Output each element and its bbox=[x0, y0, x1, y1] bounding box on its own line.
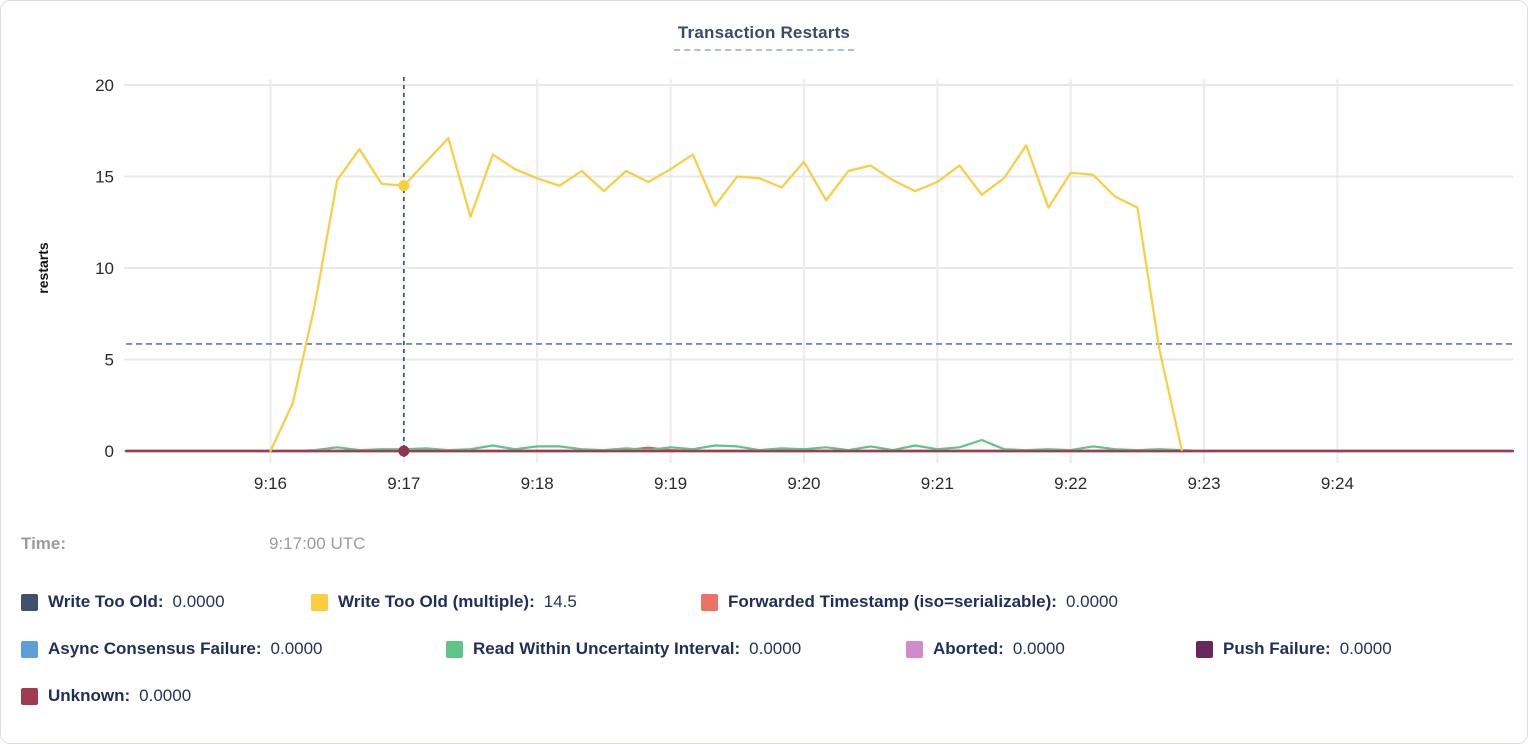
legend-item: Unknown: 0.0000 bbox=[21, 686, 191, 706]
svg-text:9:21: 9:21 bbox=[921, 474, 954, 493]
legend-series-value: 0.0000 bbox=[1339, 639, 1392, 658]
legend-item: Push Failure: 0.0000 bbox=[1196, 639, 1392, 659]
y-tick-labels: 0 5 10 15 20 bbox=[95, 76, 114, 461]
horizontal-gridlines bbox=[124, 84, 1513, 452]
legend-series-label: Read Within Uncertainty Interval: bbox=[473, 639, 741, 658]
time-value: 9:17:00 UTC bbox=[269, 534, 366, 553]
legend-swatch-icon bbox=[21, 593, 38, 611]
svg-text:9:19: 9:19 bbox=[654, 474, 687, 493]
legend-series-label: Aborted: bbox=[933, 639, 1004, 658]
legend-item: Write Too Old: 0.0000 bbox=[21, 592, 273, 612]
time-label: Time: bbox=[21, 534, 67, 553]
highlight-dots bbox=[398, 180, 410, 457]
chart-title[interactable]: Transaction Restarts bbox=[673, 23, 855, 51]
legend-series-label: Push Failure: bbox=[1223, 639, 1331, 658]
legend-series-value: 14.5 bbox=[543, 592, 577, 611]
legend-series-value: 0.0000 bbox=[270, 639, 323, 658]
legend-item: Aborted: 0.0000 bbox=[906, 639, 1158, 659]
legend-series-label: Unknown: bbox=[48, 686, 131, 705]
svg-text:15: 15 bbox=[95, 168, 114, 187]
highlight-dot bbox=[398, 180, 410, 192]
legend-series-label: Async Consensus Failure: bbox=[48, 639, 262, 658]
svg-text:5: 5 bbox=[105, 351, 114, 370]
legend-item: Async Consensus Failure: 0.0000 bbox=[21, 639, 408, 659]
legend-swatch-icon bbox=[701, 593, 718, 611]
chart-legend: Write Too Old: 0.0000 Write Too Old (multi… bbox=[21, 590, 1515, 731]
vertical-gridlines bbox=[269, 79, 1339, 463]
legend-row: Async Consensus Failure: 0.0000 Read Withi… bbox=[21, 637, 1515, 661]
series-line bbox=[269, 137, 1183, 453]
legend-series-label: Write Too Old: bbox=[48, 592, 164, 611]
legend-swatch-icon bbox=[446, 640, 463, 658]
legend-series-label: Forwarded Timestamp (iso=serializable): bbox=[728, 592, 1057, 611]
y-axis-label: restarts bbox=[35, 242, 51, 294]
series-line bbox=[124, 438, 1515, 453]
svg-text:9:20: 9:20 bbox=[787, 474, 820, 493]
svg-text:9:23: 9:23 bbox=[1187, 474, 1220, 493]
legend-row: Write Too Old: 0.0000 Write Too Old (multi… bbox=[21, 590, 1515, 614]
legend-series-value: 0.0000 bbox=[139, 686, 192, 705]
series-lines bbox=[124, 137, 1515, 453]
legend-series-value: 0.0000 bbox=[1065, 592, 1118, 611]
svg-text:9:22: 9:22 bbox=[1054, 474, 1087, 493]
legend-swatch-icon bbox=[21, 640, 38, 658]
legend-series-label: Write Too Old (multiple): bbox=[338, 592, 535, 611]
legend-swatch-icon bbox=[21, 687, 38, 705]
legend-series-value: 0.0000 bbox=[749, 639, 802, 658]
svg-text:9:16: 9:16 bbox=[254, 474, 287, 493]
legend-row: Unknown: 0.0000 bbox=[21, 684, 1515, 708]
legend-swatch-icon bbox=[311, 593, 328, 611]
chart-title-wrap: Transaction Restarts bbox=[1, 23, 1527, 51]
svg-text:9:24: 9:24 bbox=[1321, 474, 1354, 493]
transaction-restarts-chart[interactable]: 0 5 10 15 20 9:16 9:17 9:18 9:19 9:20 9:21 9:22 9:2… bbox=[1, 1, 1528, 529]
svg-text:9:18: 9:18 bbox=[521, 474, 554, 493]
legend-item: Write Too Old (multiple): 14.5 bbox=[311, 592, 663, 612]
x-tick-labels: 9:16 9:17 9:18 9:19 9:20 9:21 9:22 9:23 9:24 bbox=[254, 474, 1354, 493]
legend-item: Read Within Uncertainty Interval: 0.0000 bbox=[446, 639, 868, 659]
legend-series-value: 0.0000 bbox=[172, 592, 225, 611]
svg-text:20: 20 bbox=[95, 76, 114, 95]
highlight-dot bbox=[398, 445, 410, 457]
svg-text:9:17: 9:17 bbox=[387, 474, 420, 493]
legend-swatch-icon bbox=[906, 640, 923, 658]
svg-text:0: 0 bbox=[105, 442, 114, 461]
svg-text:10: 10 bbox=[95, 259, 114, 278]
legend-swatch-icon bbox=[1196, 640, 1213, 658]
legend-item: Forwarded Timestamp (iso=serializable): 0… bbox=[701, 592, 1118, 612]
legend-series-value: 0.0000 bbox=[1012, 639, 1065, 658]
